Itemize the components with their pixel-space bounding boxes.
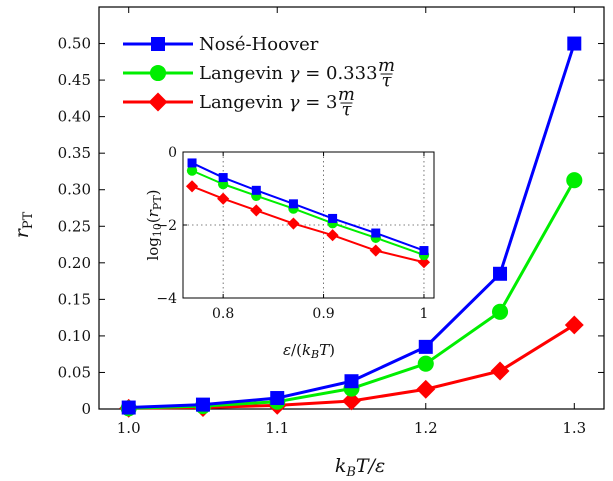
- main-y-tick-label: 0.45: [58, 71, 91, 89]
- main-y-tick-label: 0.50: [58, 35, 91, 53]
- inset-data-point: [328, 213, 338, 223]
- inset-ticks: 0.8 0.9 1 −4 −2 0: [156, 145, 434, 322]
- main-y-tick-label: 0.25: [58, 217, 91, 235]
- inset-data-point: [186, 165, 198, 176]
- main-x-tick-label: 1.2: [414, 419, 438, 437]
- legend-marker-1: [149, 64, 167, 82]
- inset-y-tick-label: 0: [168, 145, 177, 161]
- main-y-tick-label: 0.20: [58, 254, 91, 272]
- inset-data-point: [218, 173, 228, 183]
- y-axis-label: rPT: [11, 211, 36, 238]
- legend-label-1: Langevin γ = 0.333: [199, 63, 378, 84]
- inset-y-axis-label: log10(rPT): [144, 189, 164, 260]
- inset-x-tick-label: 0.9: [312, 306, 334, 322]
- x-axis-label: kBT/ε: [335, 455, 385, 480]
- main-series: [119, 36, 584, 418]
- main-y-tick-label: 0.15: [58, 290, 91, 308]
- main-data-point: [566, 172, 583, 189]
- inset-data-point: [185, 180, 199, 193]
- main-data-point: [121, 400, 136, 415]
- main-ticks: 1.0 1.1 1.2 1.3 0 0.05 0.10 0.15 0.20 0.25 0.30 0.3…: [58, 7, 604, 437]
- main-y-tick-label: 0.35: [58, 144, 91, 162]
- main-y-tick-label: 0.05: [58, 363, 91, 381]
- legend-marker-0: [151, 37, 165, 51]
- legend-fraction-numerator: m: [378, 55, 395, 76]
- main-data-point: [342, 391, 361, 411]
- legend-fraction-denominator: τ: [382, 70, 393, 91]
- inset-x-tick-label: 0.8: [212, 306, 234, 322]
- inset-y-tick-label: −4: [156, 291, 177, 307]
- main-x-tick-label: 1.0: [117, 419, 141, 437]
- main-data-point: [344, 374, 359, 389]
- inset-data-point: [326, 229, 339, 242]
- inset-series: [185, 158, 431, 269]
- inset-data-point: [187, 158, 197, 168]
- main-y-tick-label: 0.10: [58, 327, 91, 345]
- inset-grid: [183, 152, 434, 298]
- inset-data-point: [251, 185, 261, 195]
- main-data-point: [195, 397, 210, 412]
- inset-y-tick-label: −2: [156, 218, 177, 234]
- inset-data-point: [369, 244, 382, 257]
- main-data-point: [270, 391, 285, 406]
- main-data-point: [416, 379, 436, 399]
- main-data-point: [418, 339, 433, 354]
- inset-data-point: [250, 204, 263, 217]
- inset-data-point: [417, 256, 431, 269]
- legend-fraction-numerator: m: [338, 84, 355, 105]
- inset-data-point: [288, 199, 298, 209]
- inset-x-tick-label: 1: [419, 306, 428, 322]
- main-data-point: [564, 315, 584, 335]
- main-data-point: [493, 266, 508, 281]
- main-x-tick-label: 1.1: [265, 419, 289, 437]
- inset-data-point: [287, 217, 300, 230]
- main-data-point: [491, 303, 509, 320]
- main-x-tick-label: 1.3: [562, 419, 586, 437]
- inset-data-point: [217, 192, 230, 205]
- inset-x-axis-label: ε/(kBT): [283, 341, 335, 361]
- legend-fraction-denominator: τ: [341, 99, 352, 120]
- main-y-tick-label: 0: [81, 400, 91, 418]
- main-data-point: [490, 361, 510, 381]
- main-y-tick-label: 0.40: [58, 108, 91, 126]
- main-data-point: [417, 355, 434, 372]
- inset-data-point: [419, 246, 429, 256]
- legend-label-0: Nosé-Hoover: [199, 34, 319, 55]
- inset-data-point: [371, 228, 381, 238]
- legend-marker-2: [148, 92, 168, 112]
- main-data-point: [567, 36, 582, 51]
- legend-label-2: Langevin γ = 3: [199, 92, 337, 113]
- main-y-tick-label: 0.30: [58, 181, 91, 199]
